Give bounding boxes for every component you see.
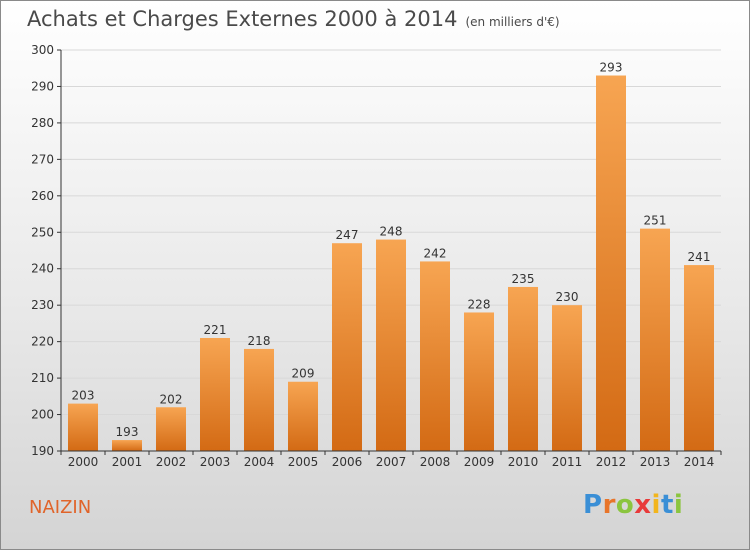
bars: [68, 75, 714, 451]
bar-2004: [244, 348, 274, 451]
title-text: Achats et Charges Externes 2000 à 2014: [27, 7, 458, 31]
y-tick-label: 280: [31, 116, 54, 130]
y-tick-label: 200: [31, 408, 54, 422]
x-tick-label: 2000: [68, 455, 99, 469]
x-tick-label: 2006: [332, 455, 363, 469]
logo-letter: P: [583, 490, 603, 520]
y-tick-label: 240: [31, 262, 54, 276]
logo-letter: x: [634, 490, 652, 520]
x-tick-label: 2005: [288, 455, 319, 469]
bar-2011: [552, 305, 582, 451]
bar-2013: [640, 228, 670, 451]
logo-letter: i: [651, 490, 661, 520]
value-label: 251: [644, 214, 667, 228]
bar-2012: [596, 75, 626, 451]
bar-2010: [508, 286, 538, 451]
y-tick-label: 230: [31, 298, 54, 312]
value-label: 293: [600, 61, 623, 75]
value-label: 218: [248, 334, 271, 348]
y-tick-label: 300: [31, 43, 54, 57]
logo-letter: t: [660, 490, 674, 520]
y-tick-label: 210: [31, 371, 54, 385]
y-tick-labels: 190 200 210 220 230 240 250 260 270 280 290 300: [31, 43, 54, 458]
bar-2001: [112, 440, 142, 451]
y-tick-label: 270: [31, 152, 54, 166]
value-label: 247: [336, 228, 359, 242]
x-tick-label: 2002: [156, 455, 187, 469]
value-label: 242: [424, 246, 447, 260]
logo-letter: i: [673, 490, 684, 520]
y-tick-label: 260: [31, 189, 54, 203]
bar-2009: [464, 312, 494, 451]
value-label: 230: [556, 290, 579, 304]
bar-2005: [288, 381, 318, 451]
logo-letter: o: [615, 490, 635, 520]
x-tick-label: 2003: [200, 455, 231, 469]
y-tick-label: 220: [31, 335, 54, 349]
value-label: 209: [292, 367, 315, 381]
x-tick-label: 2004: [244, 455, 275, 469]
x-tick-label: 2011: [552, 455, 583, 469]
x-tick-label: 2008: [420, 455, 451, 469]
value-label: 193: [116, 425, 139, 439]
value-labels: 203 193 202 221 218 209 247 248 242 228 235 230 293 2…: [72, 61, 711, 440]
bar-2014: [684, 265, 714, 451]
value-label: 248: [380, 225, 403, 239]
x-tick-labels: 2000 2001 2002 2003 2004 2005 2006 2007 2008 2009…: [68, 455, 715, 469]
x-tick-label: 2012: [596, 455, 627, 469]
value-label: 202: [160, 392, 183, 406]
location-label: NAIZIN: [29, 497, 92, 518]
bar-2006: [332, 243, 362, 451]
logo-letter: r: [602, 490, 616, 520]
x-tick-label: 2007: [376, 455, 407, 469]
bar-2003: [200, 337, 230, 451]
bar-2008: [420, 261, 450, 451]
bar-2002: [156, 407, 186, 451]
y-tick-label: 290: [31, 79, 54, 93]
x-tick-label: 2013: [640, 455, 671, 469]
value-label: 221: [204, 323, 227, 337]
value-label: 235: [512, 272, 535, 286]
value-label: 203: [72, 389, 95, 403]
value-label: 228: [468, 297, 491, 311]
chart-title: Achats et Charges Externes 2000 à 2014 (e…: [27, 7, 560, 31]
x-tick-label: 2001: [112, 455, 143, 469]
x-tick-label: 2009: [464, 455, 495, 469]
x-tick-label: 2014: [684, 455, 715, 469]
axes: [60, 50, 722, 455]
bar-2007: [376, 239, 406, 451]
proxiti-logo: Proxiti: [583, 490, 683, 520]
bar-2000: [68, 403, 98, 451]
y-tick-label: 190: [31, 444, 54, 458]
value-label: 241: [688, 250, 711, 264]
x-tick-label: 2010: [508, 455, 539, 469]
title-unit: (en milliers d'€): [465, 15, 560, 29]
y-tick-label: 250: [31, 225, 54, 239]
